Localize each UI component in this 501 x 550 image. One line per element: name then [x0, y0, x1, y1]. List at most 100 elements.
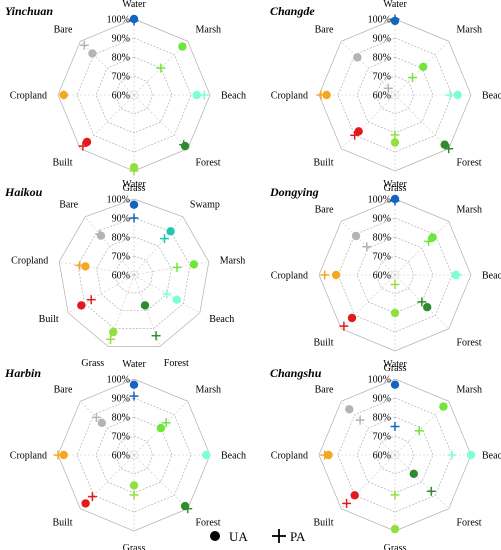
spoke-bare [80, 41, 135, 96]
category-label-cropland: Cropland [271, 451, 308, 462]
radar-panel-yinchuan: 60% 70% 80% 90% 100% Water Marsh Beach Forest Gra… [5, 0, 246, 194]
pa-point-grass [390, 280, 400, 289]
ua-point-forest [423, 303, 432, 312]
tick-label-80: 80% [373, 233, 391, 244]
category-label-built: Built [313, 518, 333, 529]
category-label-beach: Beach [482, 451, 501, 462]
grid-ring-100 [318, 198, 472, 352]
pa-point-beach [201, 450, 211, 460]
pa-point-beach [453, 270, 463, 280]
category-label-forest: Forest [196, 158, 221, 169]
category-label-bare: Bare [315, 385, 334, 396]
ua-point-built [77, 301, 86, 310]
spoke-cropland [59, 261, 135, 276]
category-label-marsh: Marsh [457, 385, 483, 396]
pa-point-forest [183, 504, 193, 514]
tick-label-60: 60% [112, 91, 130, 102]
radar-panels: 60% 70% 80% 90% 100% Water Marsh Beach Forest Gra… [4, 0, 501, 550]
panel-title-dongying: Dongying [269, 185, 319, 199]
radar-panel-dongying: 60% 70% 80% 90% 100% Water Marsh Beach Forest Gra… [269, 179, 501, 374]
spoke-forest [133, 454, 188, 509]
category-label-forest: Forest [457, 518, 482, 529]
tick-label-80: 80% [112, 413, 130, 424]
tick-label-70: 70% [112, 72, 130, 83]
legend-pa-marker [272, 529, 286, 543]
tick-label-90: 90% [112, 214, 130, 225]
ua-point-marsh [178, 42, 187, 51]
ua-point-cropland [322, 90, 331, 100]
spoke-forest [394, 454, 449, 509]
category-label-grass: Grass [384, 183, 407, 194]
category-label-cropland: Cropland [10, 451, 47, 462]
category-label-bare: Bare [54, 385, 73, 396]
tick-label-70: 70% [373, 252, 391, 263]
panel-title-changshu: Changshu [270, 366, 322, 380]
pa-point-beach [199, 90, 209, 100]
pa-point-forest [426, 486, 436, 496]
panel-title-harbin: Harbin [4, 366, 41, 380]
category-label-built: Built [313, 158, 333, 169]
tick-label-80: 80% [373, 53, 391, 64]
ua-point-built [82, 137, 92, 147]
spoke-grass [107, 274, 135, 347]
pa-point-water [129, 391, 139, 401]
ua-point-marsh [439, 402, 448, 411]
tick-label-60: 60% [373, 451, 391, 462]
pa-point-swamp [160, 234, 169, 244]
spoke-bare [341, 401, 396, 456]
grid-ring-70 [114, 255, 154, 294]
category-label-beach: Beach [221, 451, 246, 462]
pa-point-grass [106, 334, 116, 344]
grid-ring-70 [375, 255, 415, 295]
category-label-grass: Grass [384, 363, 407, 374]
spoke-built [341, 454, 396, 509]
ua-point-grass [390, 308, 400, 318]
category-label-beach: Beach [221, 91, 246, 102]
category-label-water: Water [383, 0, 407, 10]
category-label-built: Built [39, 314, 59, 325]
grid-ring-90 [77, 217, 191, 329]
category-label-beach: Beach [482, 271, 501, 282]
tick-label-60: 60% [373, 271, 391, 282]
grid-ring-70 [375, 75, 415, 115]
tick-label-90: 90% [373, 34, 391, 45]
ua-point-water [390, 380, 400, 389]
spoke-marsh [133, 261, 209, 276]
pa-point-bare [355, 415, 365, 425]
grid-ring-100 [58, 198, 210, 347]
ua-point-marsh [428, 233, 437, 242]
tick-label-100: 100% [368, 375, 391, 386]
tick-label-60: 60% [112, 451, 130, 462]
pa-point-cropland [75, 260, 85, 270]
category-label-water: Water [383, 179, 407, 190]
spoke-forest [133, 274, 161, 347]
category-label-bare: Bare [59, 199, 78, 210]
category-label-marsh: Marsh [457, 205, 483, 216]
spoke-forest [394, 94, 449, 149]
pa-point-forest [444, 144, 454, 154]
pa-point-bare [383, 83, 393, 93]
pa-point-cropland [53, 450, 63, 460]
pa-point-forest [417, 297, 427, 307]
spoke-built [341, 274, 396, 329]
category-label-water: Water [122, 179, 146, 190]
pa-point-built [86, 295, 96, 305]
legend-ua-label: UA [229, 529, 248, 544]
category-label-swamp: Swamp [190, 199, 220, 210]
ua-point-built [81, 499, 90, 508]
pa-point-built [342, 498, 352, 508]
ua-point-swamp [166, 227, 175, 236]
pa-point-grass [129, 166, 139, 176]
tick-label-100: 100% [368, 15, 391, 26]
category-label-beach: Beach [209, 314, 234, 325]
ua-point-bare [88, 49, 97, 58]
category-label-forest: Forest [196, 518, 221, 529]
tick-label-60: 60% [112, 271, 130, 282]
pa-point-marsh [161, 418, 171, 428]
ua-point-marsh [419, 62, 428, 71]
spoke-marsh [394, 221, 449, 276]
tick-label-80: 80% [112, 53, 130, 64]
tick-label-70: 70% [112, 432, 130, 443]
ua-point-beach [466, 450, 476, 460]
pa-point-beach [447, 450, 457, 460]
